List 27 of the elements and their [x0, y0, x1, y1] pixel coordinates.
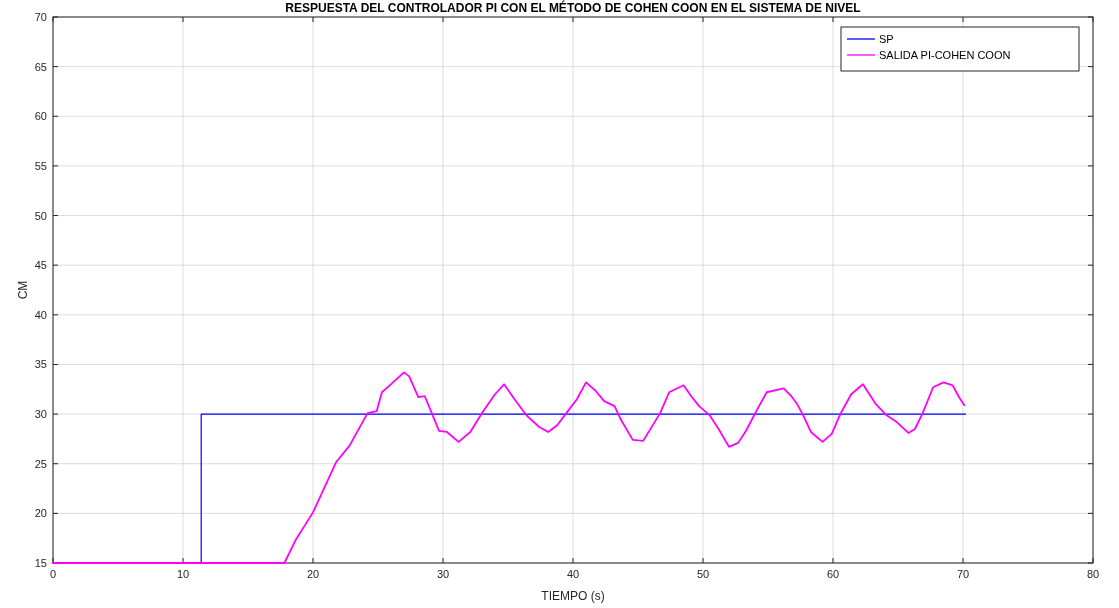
x-tick-label: 70	[956, 568, 970, 580]
y-tick-label: 35	[34, 358, 47, 371]
line-series	[52, 371, 966, 564]
x-tick-label: 80	[1086, 568, 1100, 580]
x-tick-label: 10	[176, 568, 190, 580]
x-tick-label: 30	[436, 568, 450, 580]
y-tick-label: 45	[34, 259, 47, 272]
y-tick-label: 60	[34, 110, 47, 123]
legend-label: SP	[879, 33, 894, 45]
y-tick-label: 55	[34, 159, 47, 172]
chart-title: RESPUESTA DEL CONTROLADOR PI CON EL MÉTODO DE COHEN COON EN EL SISTEMA DE NIVEL	[285, 0, 861, 15]
y-tick-label: 20	[34, 507, 47, 520]
y-tick-label: 15	[34, 557, 47, 569]
y-tick-label: 25	[34, 457, 47, 470]
legend-label: SALIDA PI-COHEN COON	[879, 49, 1011, 61]
x-tick-label: 60	[826, 568, 840, 580]
y-tick-label: 50	[34, 209, 47, 222]
y-tick-label: 30	[34, 408, 47, 421]
x-tick-label: 40	[566, 568, 580, 580]
y-tick-label: 70	[34, 11, 47, 23]
x-axis-title: TIEMPO (s)	[541, 589, 605, 603]
x-tick-label: 0	[49, 568, 57, 580]
y-tick-label: 40	[34, 308, 47, 321]
x-tick-label: 50	[696, 568, 710, 580]
x-tick-label: 20	[306, 568, 320, 580]
y-axis-title: CM	[16, 280, 30, 300]
y-tick-label: 65	[34, 60, 47, 73]
